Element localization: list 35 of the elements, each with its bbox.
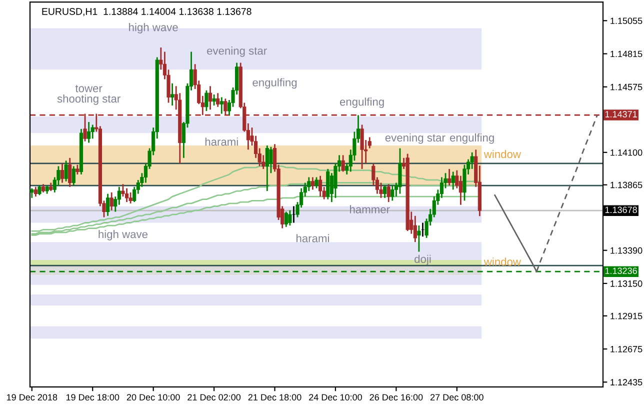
x-tick-label: 19 Dec 2018	[6, 394, 58, 400]
y-tick-label: 1.13390	[610, 247, 642, 254]
y-tick-label: 1.14575	[610, 84, 642, 90]
y-tick-label: 1.14815	[610, 50, 642, 58]
annotation: hammer	[350, 205, 390, 214]
annotation: high wave	[98, 230, 148, 240]
annotation: window	[484, 258, 521, 266]
text: EURUSD,H1 1.13884 1.14004 1.13638 1.13678	[42, 8, 252, 16]
annotation: high wave	[129, 23, 178, 34]
y-tick-label: 1.12435	[610, 379, 642, 386]
annotation: evening star	[207, 46, 267, 57]
annotation: engulfing	[450, 133, 494, 144]
ref-line-label: 1.13236	[605, 268, 637, 274]
y-tick-label: 1.13865	[610, 182, 642, 188]
annotation: engulfing	[252, 78, 297, 89]
ref-line-label: 1.14371	[605, 111, 637, 118]
annotation: harami	[296, 234, 329, 242]
annotation: engulfing	[340, 98, 384, 108]
x-tick-label: 27 Dec 08:00	[430, 394, 484, 400]
y-tick-label: 1.12915	[610, 312, 642, 320]
x-tick-label: 19 Dec 18:00	[66, 394, 120, 400]
ref-line-label: 1.13678	[605, 206, 637, 214]
annotation: tower shooting star	[57, 84, 120, 105]
y-tick-label: 1.15055	[610, 18, 642, 24]
x-tick-label: 20 Dec 10:00	[126, 394, 180, 400]
y-tick-label: 1.12675	[610, 346, 642, 352]
annotation: window	[484, 150, 521, 158]
x-tick-label: 21 Dec 02:00	[188, 394, 241, 400]
x-tick-label: 21 Dec 18:00	[248, 394, 302, 400]
y-tick-label: 1.13150	[610, 280, 642, 287]
annotation: harami	[205, 138, 238, 146]
y-tick-label: 1.14100	[610, 149, 642, 156]
x-tick-label: 26 Dec 16:00	[370, 394, 423, 400]
x-tick-label: 24 Dec 10:00	[309, 394, 362, 400]
annotation: evening star	[385, 133, 446, 144]
